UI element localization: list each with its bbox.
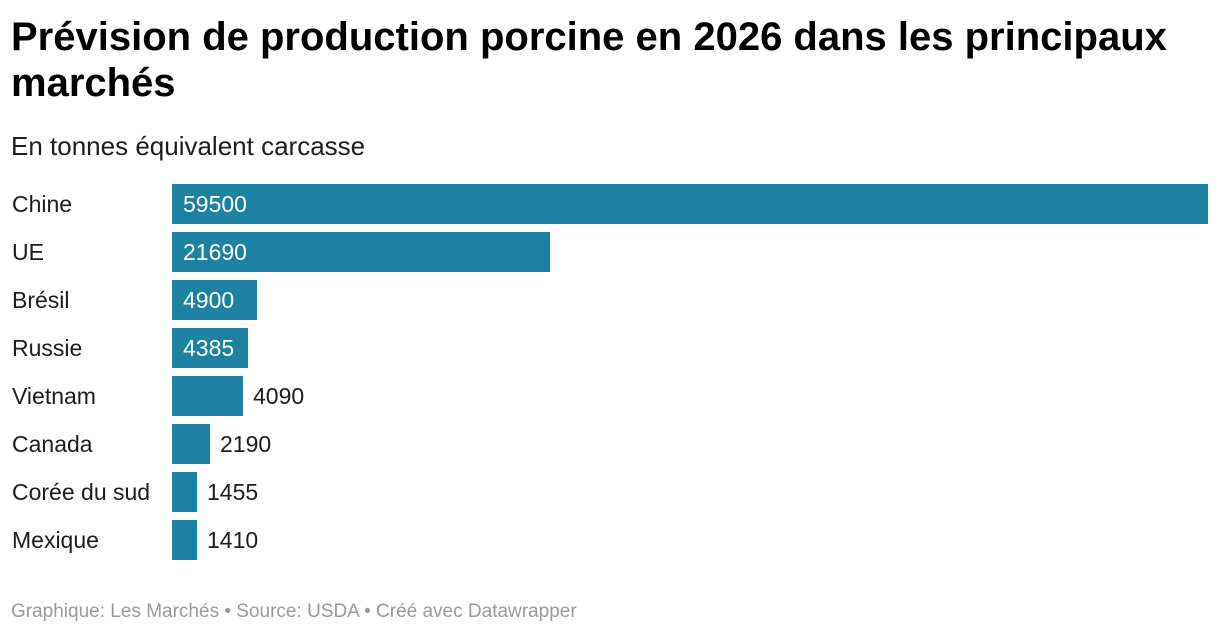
bar-russie <box>172 328 248 368</box>
category-label-mexique: Mexique <box>12 527 99 553</box>
footer-separator: • <box>358 601 377 622</box>
source-label: Source: <box>236 601 308 622</box>
bar-mexique <box>172 520 197 560</box>
chart-subtitle: En tonnes équivalent carcasse <box>11 131 366 161</box>
value-label-coree-du-sud: 1455 <box>207 479 259 505</box>
value-label-vietnam: 4090 <box>253 383 305 409</box>
bar-vietnam <box>172 376 243 416</box>
bar-ue <box>172 232 550 272</box>
bar-chine <box>172 184 1208 224</box>
credit-label: Graphique: <box>11 601 111 622</box>
value-label-russie: 4385 <box>183 335 235 361</box>
category-label-chine: Chine <box>12 191 73 217</box>
bar-bresil <box>172 280 257 320</box>
source-name: USDA <box>307 601 359 622</box>
bar-canada <box>172 424 210 464</box>
value-label-bresil: 4900 <box>183 287 235 313</box>
footer-separator: • <box>219 601 237 622</box>
tool-credit: Créé avec Datawrapper <box>376 601 577 622</box>
value-label-canada: 2190 <box>220 431 272 457</box>
category-label-russie: Russie <box>12 335 83 361</box>
category-label-bresil: Brésil <box>12 287 70 313</box>
category-label-ue: UE <box>12 239 44 265</box>
category-label-vietnam: Vietnam <box>12 383 96 409</box>
value-label-chine: 59500 <box>183 191 247 217</box>
chart-footer: Graphique: Les Marchés • Source: USDA • … <box>11 600 577 624</box>
credit-name: Les Marchés <box>110 601 220 622</box>
value-label-ue: 21690 <box>183 239 247 265</box>
bar-chart: Chine 59500 UE 21690 Brésil 4900 Russie 4385 Vie… <box>0 180 1220 570</box>
category-label-coree-du-sud: Corée du sud <box>12 479 151 505</box>
value-label-mexique: 1410 <box>207 527 259 553</box>
chart-title: Prévision de production porcine en 2026 … <box>11 15 1167 105</box>
category-label-canada: Canada <box>12 431 93 457</box>
bar-coree-du-sud <box>172 472 197 512</box>
